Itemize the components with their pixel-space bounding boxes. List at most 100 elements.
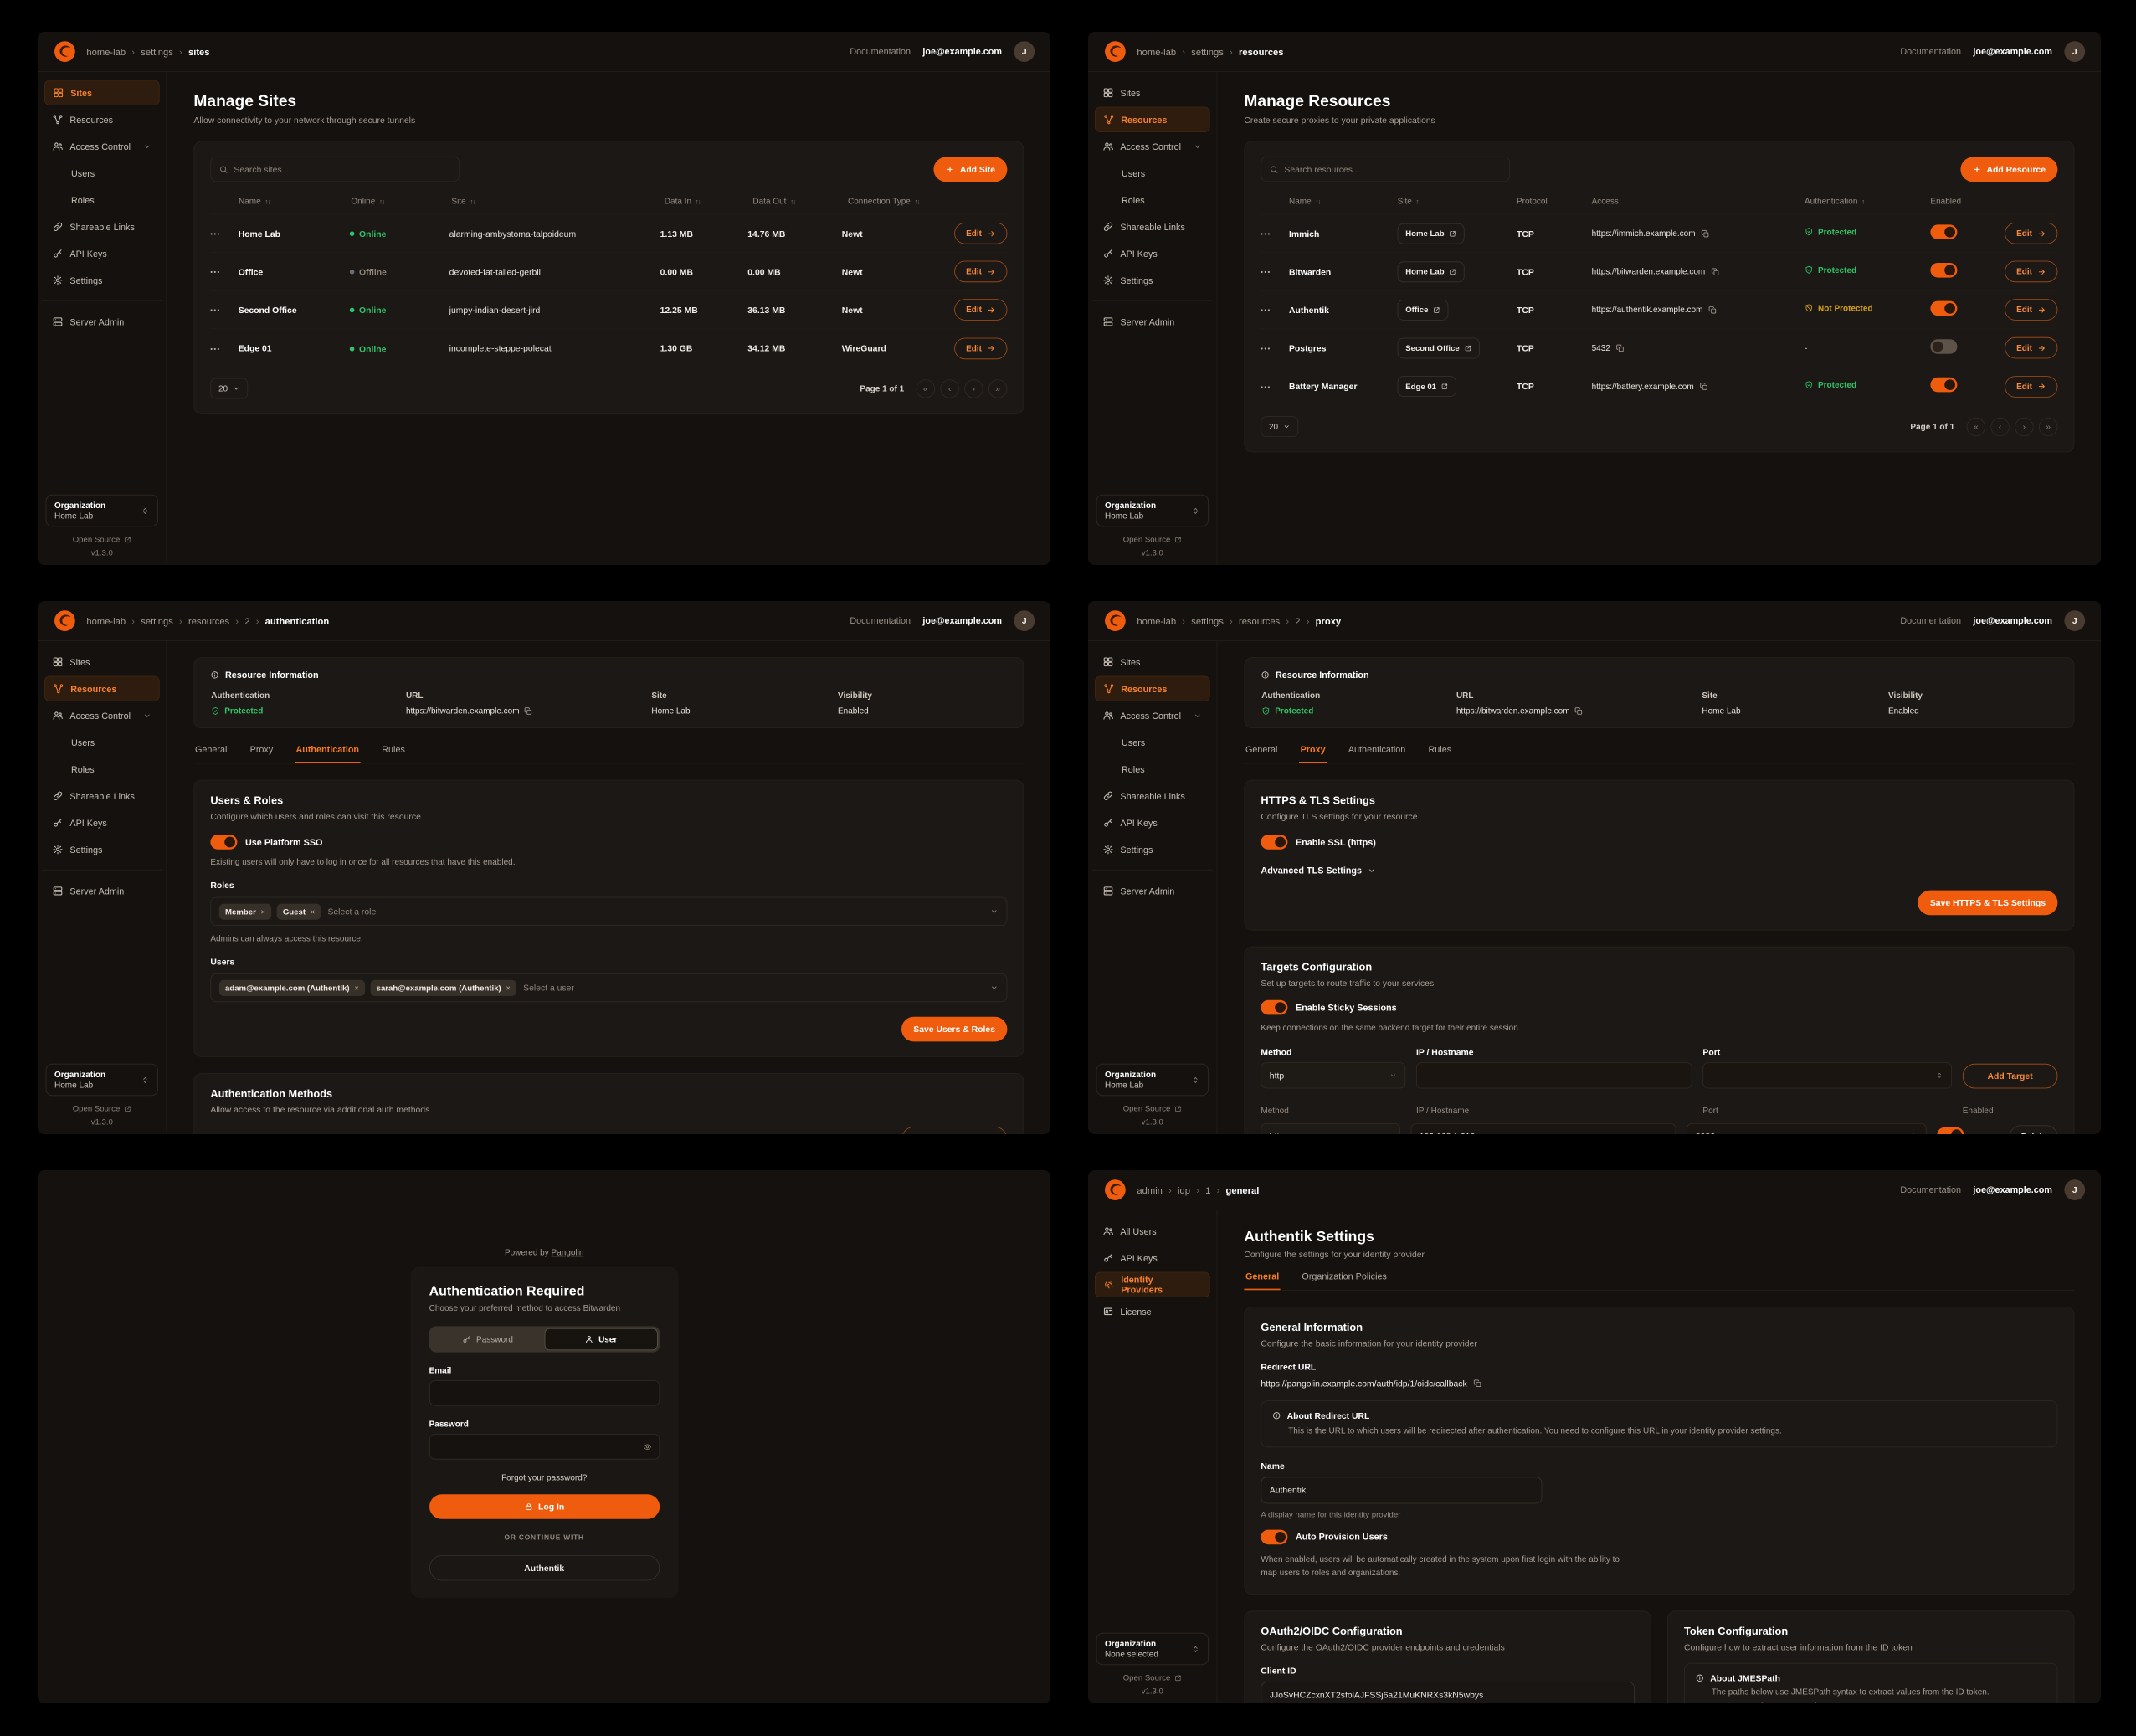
sidebar-item[interactable]: API Keys bbox=[44, 241, 160, 266]
edit-button[interactable]: Edit bbox=[954, 337, 1008, 359]
auth-method-tab[interactable]: User bbox=[544, 1328, 658, 1351]
sidebar-item[interactable]: All Users bbox=[1095, 1219, 1210, 1244]
copy-icon[interactable] bbox=[1574, 706, 1583, 715]
user-email[interactable]: joe@example.com bbox=[1973, 1184, 2052, 1195]
save-https-tls-button[interactable]: Save HTTPS & TLS Settings bbox=[1918, 890, 2058, 916]
enable-ssl-toggle[interactable] bbox=[1261, 835, 1288, 850]
users-multiselect[interactable]: adam@example.com (Authentik) × sarah@examp… bbox=[210, 973, 1008, 1003]
remove-chip-icon[interactable]: × bbox=[506, 983, 511, 993]
sidebar-item[interactable]: Users bbox=[44, 161, 160, 186]
edit-button[interactable]: Edit bbox=[2005, 223, 2058, 244]
column-header[interactable]: Name bbox=[239, 197, 351, 206]
sidebar-item[interactable]: Settings bbox=[44, 268, 160, 293]
forgot-password-link[interactable]: Forgot your password? bbox=[501, 1472, 588, 1482]
remove-chip-icon[interactable]: × bbox=[260, 907, 266, 917]
sidebar-item[interactable]: Roles bbox=[1095, 187, 1210, 213]
sticky-sessions-toggle[interactable] bbox=[1261, 999, 1288, 1015]
site-link-pill[interactable]: Home Lab bbox=[1397, 261, 1465, 282]
tab[interactable]: Proxy bbox=[249, 744, 274, 755]
copy-icon[interactable] bbox=[524, 706, 532, 715]
edit-button[interactable]: Edit bbox=[2005, 336, 2058, 359]
name-input[interactable] bbox=[1261, 1477, 1543, 1504]
search-input[interactable] bbox=[1261, 156, 1510, 182]
next-page-button[interactable]: › bbox=[2015, 417, 2034, 436]
first-page-button[interactable]: « bbox=[1966, 417, 1985, 436]
edit-button[interactable]: Edit bbox=[2005, 260, 2058, 283]
column-header[interactable]: Online bbox=[351, 197, 451, 206]
sidebar-item[interactable]: Roles bbox=[44, 187, 160, 213]
sidebar-item[interactable]: Access Control bbox=[1095, 703, 1210, 728]
tab[interactable]: Rules bbox=[1428, 744, 1452, 755]
row-actions-icon[interactable]: ••• bbox=[1261, 269, 1271, 276]
sidebar-item[interactable]: Resources bbox=[1095, 675, 1210, 701]
breadcrumb-item[interactable]: settings bbox=[126, 46, 173, 57]
add-site-button[interactable]: Add Site bbox=[933, 157, 1008, 182]
organization-selector[interactable]: Organization Home Lab bbox=[45, 494, 158, 527]
sidebar-item[interactable]: API Keys bbox=[1095, 810, 1210, 835]
organization-selector[interactable]: Organization Home Lab bbox=[1096, 494, 1209, 527]
edit-button[interactable]: Edit bbox=[2005, 375, 2058, 398]
breadcrumb-item[interactable]: proxy bbox=[1301, 615, 1342, 626]
user-email[interactable]: joe@example.com bbox=[922, 615, 1002, 626]
avatar[interactable]: J bbox=[2064, 610, 2086, 631]
enabled-toggle[interactable] bbox=[1930, 224, 1958, 239]
remove-chip-icon[interactable]: × bbox=[354, 983, 359, 993]
sidebar-item[interactable]: Shareable Links bbox=[1095, 214, 1210, 239]
row-actions-icon[interactable]: ••• bbox=[210, 230, 221, 238]
breadcrumb-item[interactable]: 1 bbox=[1190, 1184, 1210, 1195]
edit-button[interactable]: Edit bbox=[954, 299, 1008, 321]
documentation-link[interactable]: Documentation bbox=[850, 46, 911, 57]
breadcrumb-item[interactable]: resources bbox=[173, 615, 229, 626]
stepper-icon[interactable] bbox=[1936, 1071, 1943, 1079]
client-id-input[interactable] bbox=[1261, 1682, 1635, 1703]
enabled-toggle[interactable] bbox=[1930, 338, 1958, 354]
row-actions-icon[interactable]: ••• bbox=[1261, 345, 1271, 352]
breadcrumb-item[interactable]: idp bbox=[1163, 1184, 1190, 1195]
tab[interactable]: Proxy bbox=[1299, 744, 1327, 763]
target-enabled-toggle[interactable] bbox=[1937, 1127, 1964, 1134]
copy-icon[interactable] bbox=[1473, 1379, 1481, 1388]
jmespath-docs-link[interactable]: Learn more about JMESPath bbox=[1712, 1701, 1831, 1703]
sidebar-item[interactable]: Sites bbox=[44, 80, 160, 105]
breadcrumb-item[interactable]: sites bbox=[173, 46, 210, 57]
sidebar-item[interactable]: API Keys bbox=[1095, 241, 1210, 266]
tab[interactable]: Rules bbox=[382, 744, 405, 755]
page-size-select[interactable]: 20 bbox=[1261, 416, 1299, 437]
tab[interactable]: Organization Policies bbox=[1302, 1271, 1387, 1281]
sidebar-item[interactable]: Server Admin bbox=[1091, 300, 1213, 334]
breadcrumb-item[interactable]: admin bbox=[1137, 1184, 1163, 1195]
open-source-link[interactable]: Open Source bbox=[1088, 1673, 1217, 1682]
sidebar-item[interactable]: Sites bbox=[44, 650, 160, 675]
save-users-roles-button[interactable]: Save Users & Roles bbox=[901, 1016, 1008, 1042]
column-header[interactable]: Data In bbox=[665, 197, 753, 206]
row-actions-icon[interactable]: ••• bbox=[1261, 306, 1271, 314]
row-actions-icon[interactable]: ••• bbox=[210, 345, 221, 352]
sidebar-item[interactable]: Roles bbox=[44, 757, 160, 782]
row-actions-icon[interactable]: ••• bbox=[1261, 383, 1271, 391]
method-select[interactable]: http bbox=[1261, 1062, 1406, 1089]
sidebar-item[interactable]: Roles bbox=[1095, 757, 1210, 782]
column-header[interactable]: Site bbox=[451, 197, 664, 206]
avatar[interactable]: J bbox=[1014, 41, 1035, 62]
role-chip[interactable]: Member × bbox=[218, 903, 272, 920]
sidebar-item[interactable]: Settings bbox=[1095, 837, 1210, 862]
sidebar-item[interactable]: Users bbox=[1095, 730, 1210, 755]
copy-icon[interactable] bbox=[1699, 382, 1707, 390]
method-select[interactable]: http bbox=[1261, 1123, 1400, 1134]
prev-page-button[interactable]: ‹ bbox=[940, 378, 959, 398]
pangolin-link[interactable]: Pangolin bbox=[551, 1247, 584, 1257]
documentation-link[interactable]: Documentation bbox=[1900, 46, 1962, 57]
sidebar-item[interactable]: Settings bbox=[1095, 268, 1210, 293]
auth-method-tab[interactable]: Password bbox=[431, 1328, 544, 1350]
column-header[interactable]: Name bbox=[1289, 197, 1398, 206]
site-link-pill[interactable]: Second Office bbox=[1397, 337, 1480, 358]
copy-icon[interactable] bbox=[1701, 229, 1709, 238]
advanced-tls-expander[interactable]: Advanced TLS Settings bbox=[1261, 865, 2057, 876]
breadcrumb-item[interactable]: settings bbox=[1176, 615, 1224, 626]
breadcrumb-item[interactable]: resources bbox=[1224, 615, 1280, 626]
breadcrumb-item[interactable]: home-lab bbox=[1137, 615, 1177, 626]
enabled-toggle[interactable] bbox=[1930, 262, 1958, 278]
column-header[interactable]: Connection Type bbox=[848, 197, 962, 206]
port-input[interactable]: 8086 bbox=[1687, 1123, 1927, 1134]
row-actions-icon[interactable]: ••• bbox=[210, 269, 221, 276]
